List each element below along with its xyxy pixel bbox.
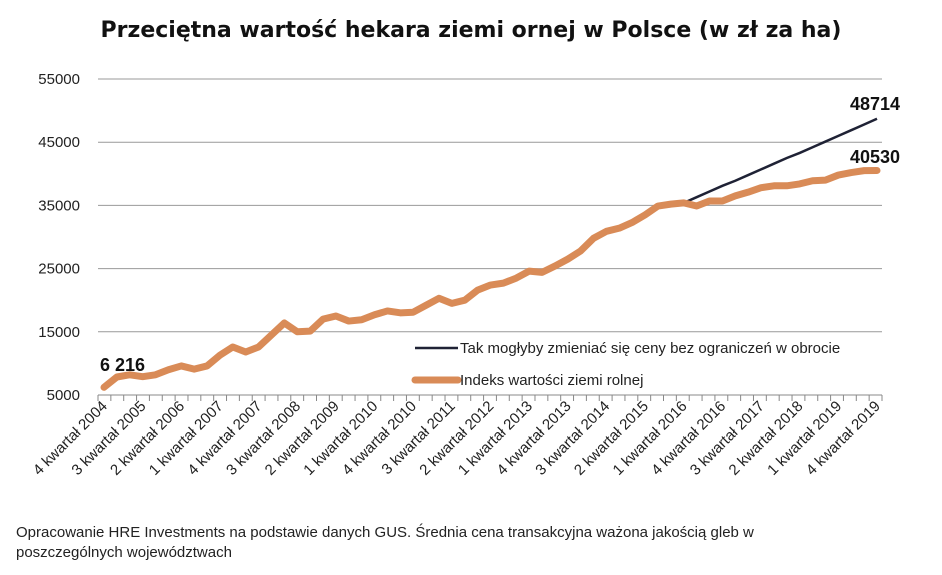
- y-tick-label: 5000: [47, 387, 80, 404]
- series-line-projection: [683, 117, 878, 205]
- legend-label-index: Indeks wartości ziemi rolnej: [460, 372, 643, 389]
- y-tick-label: 55000: [38, 71, 80, 88]
- series-line-index: [100, 166, 881, 391]
- footnote: Opracowanie HRE Investments na podstawie…: [16, 524, 754, 561]
- y-tick-label: 45000: [38, 134, 80, 151]
- y-tick-label: 35000: [38, 197, 80, 214]
- data-label-index-end: 40530: [850, 147, 900, 167]
- y-tick-label: 15000: [38, 324, 80, 341]
- y-tick-label: 25000: [38, 261, 80, 278]
- data-label-start: 6 216: [100, 355, 145, 375]
- chart-title: Przeciętna wartość hekara ziemi ornej w …: [100, 18, 842, 43]
- data-label-projection-end: 48714: [850, 94, 900, 114]
- legend-label-projection: Tak mogłyby zmieniać się ceny bez ograni…: [460, 340, 840, 357]
